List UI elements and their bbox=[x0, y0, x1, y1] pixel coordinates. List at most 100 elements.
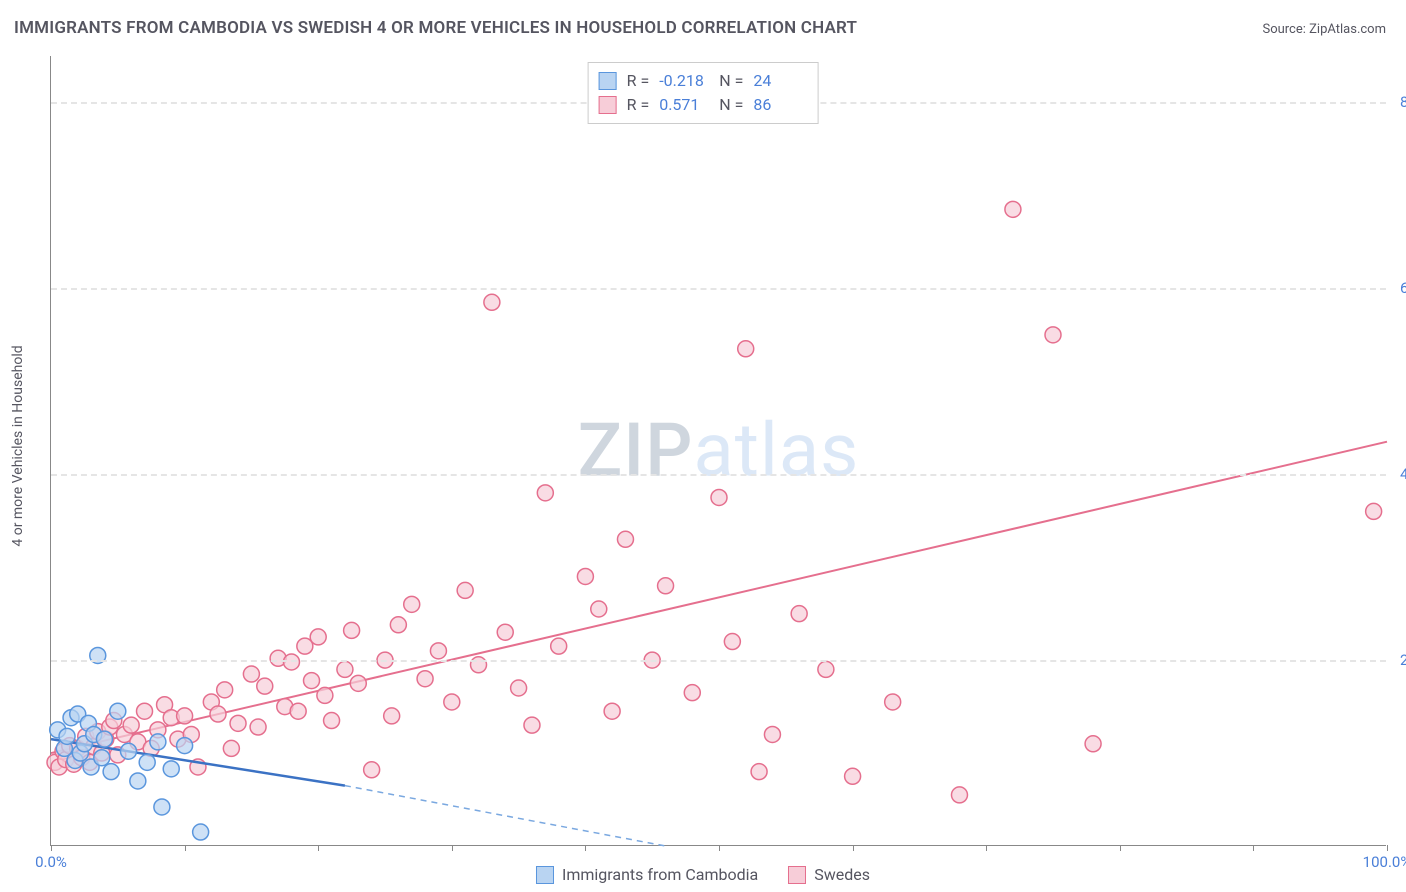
data-point bbox=[364, 762, 380, 778]
data-point bbox=[738, 341, 754, 357]
data-point bbox=[577, 568, 593, 584]
legend-swatch-swedes bbox=[788, 866, 806, 884]
data-point bbox=[617, 531, 633, 547]
data-point bbox=[885, 694, 901, 710]
r-value-swedes: 0.571 bbox=[659, 93, 709, 117]
data-point bbox=[123, 717, 139, 733]
swatch-cambodia bbox=[599, 72, 617, 90]
xtick bbox=[318, 845, 319, 851]
data-point bbox=[390, 617, 406, 633]
data-point bbox=[404, 596, 420, 612]
trend-line bbox=[51, 442, 1387, 753]
data-point bbox=[951, 787, 967, 803]
trend-line-extension bbox=[345, 786, 666, 846]
n-value-swedes: 86 bbox=[753, 93, 803, 117]
data-point bbox=[551, 638, 567, 654]
data-point bbox=[120, 743, 136, 759]
data-point bbox=[96, 731, 112, 747]
chart-svg bbox=[51, 56, 1386, 845]
data-point bbox=[223, 740, 239, 756]
legend-item-swedes: Swedes bbox=[788, 865, 870, 884]
swatch-swedes bbox=[599, 96, 617, 114]
chart-title: IMMIGRANTS FROM CAMBODIA VS SWEDISH 4 OR… bbox=[14, 18, 857, 38]
data-point bbox=[304, 673, 320, 689]
data-point bbox=[484, 294, 500, 310]
data-point bbox=[130, 773, 146, 789]
data-point bbox=[1005, 201, 1021, 217]
data-point bbox=[137, 703, 153, 719]
data-point bbox=[417, 671, 433, 687]
data-point bbox=[210, 706, 226, 722]
data-point bbox=[497, 624, 513, 640]
data-point bbox=[310, 629, 326, 645]
xtick bbox=[452, 845, 453, 851]
data-point bbox=[230, 715, 246, 731]
data-point bbox=[290, 703, 306, 719]
data-point bbox=[94, 750, 110, 766]
data-point bbox=[818, 661, 834, 677]
data-point bbox=[444, 694, 460, 710]
data-point bbox=[193, 824, 209, 840]
data-point bbox=[1085, 736, 1101, 752]
data-point bbox=[1045, 327, 1061, 343]
gridline bbox=[51, 474, 1386, 476]
ytick-label: 60.0% bbox=[1392, 279, 1406, 297]
legend-label-cambodia: Immigrants from Cambodia bbox=[562, 865, 758, 884]
r-value-cambodia: -0.218 bbox=[659, 69, 709, 93]
data-point bbox=[344, 622, 360, 638]
data-point bbox=[150, 734, 166, 750]
data-point bbox=[711, 489, 727, 505]
correlation-stats-box: R = -0.218 N = 24 R = 0.571 N = 86 bbox=[588, 62, 819, 124]
ytick-label: 20.0% bbox=[1392, 651, 1406, 669]
data-point bbox=[1366, 503, 1382, 519]
data-point bbox=[154, 799, 170, 815]
legend-swatch-cambodia bbox=[536, 866, 554, 884]
ytick-label: 80.0% bbox=[1392, 93, 1406, 111]
data-point bbox=[764, 726, 780, 742]
data-point bbox=[337, 661, 353, 677]
data-point bbox=[604, 703, 620, 719]
xtick bbox=[1387, 845, 1388, 851]
gridline bbox=[51, 288, 1386, 290]
data-point bbox=[537, 485, 553, 501]
data-point bbox=[250, 719, 266, 735]
data-point bbox=[177, 708, 193, 724]
data-point bbox=[457, 582, 473, 598]
data-point bbox=[658, 578, 674, 594]
xtick-label: 0.0% bbox=[35, 853, 67, 871]
plot-area: ZIPatlas 20.0%40.0%60.0%80.0%0.0%100.0% bbox=[50, 56, 1386, 846]
data-point bbox=[103, 764, 119, 780]
xtick bbox=[51, 845, 52, 851]
stats-row-cambodia: R = -0.218 N = 24 bbox=[599, 69, 804, 93]
data-point bbox=[684, 685, 700, 701]
stats-row-swedes: R = 0.571 N = 86 bbox=[599, 93, 804, 117]
n-value-cambodia: 24 bbox=[753, 69, 803, 93]
legend-item-cambodia: Immigrants from Cambodia bbox=[536, 865, 758, 884]
data-point bbox=[110, 703, 126, 719]
xtick bbox=[585, 845, 586, 851]
data-point bbox=[791, 606, 807, 622]
y-axis-label: 4 or more Vehicles in Household bbox=[10, 345, 26, 546]
data-point bbox=[350, 675, 366, 691]
gridline bbox=[51, 660, 1386, 662]
data-point bbox=[724, 634, 740, 650]
xtick bbox=[853, 845, 854, 851]
xtick bbox=[986, 845, 987, 851]
data-point bbox=[524, 717, 540, 733]
data-point bbox=[430, 643, 446, 659]
xtick bbox=[1120, 845, 1121, 851]
data-point bbox=[591, 601, 607, 617]
data-point bbox=[384, 708, 400, 724]
data-point bbox=[243, 666, 259, 682]
data-point bbox=[845, 768, 861, 784]
data-point bbox=[177, 738, 193, 754]
legend-label-swedes: Swedes bbox=[814, 865, 870, 884]
data-point bbox=[751, 764, 767, 780]
source-attribution: Source: ZipAtlas.com bbox=[1262, 22, 1386, 37]
xtick-label: 100.0% bbox=[1363, 853, 1406, 871]
xtick bbox=[185, 845, 186, 851]
data-point bbox=[217, 682, 233, 698]
xtick bbox=[1253, 845, 1254, 851]
data-point bbox=[317, 687, 333, 703]
data-point bbox=[59, 728, 75, 744]
